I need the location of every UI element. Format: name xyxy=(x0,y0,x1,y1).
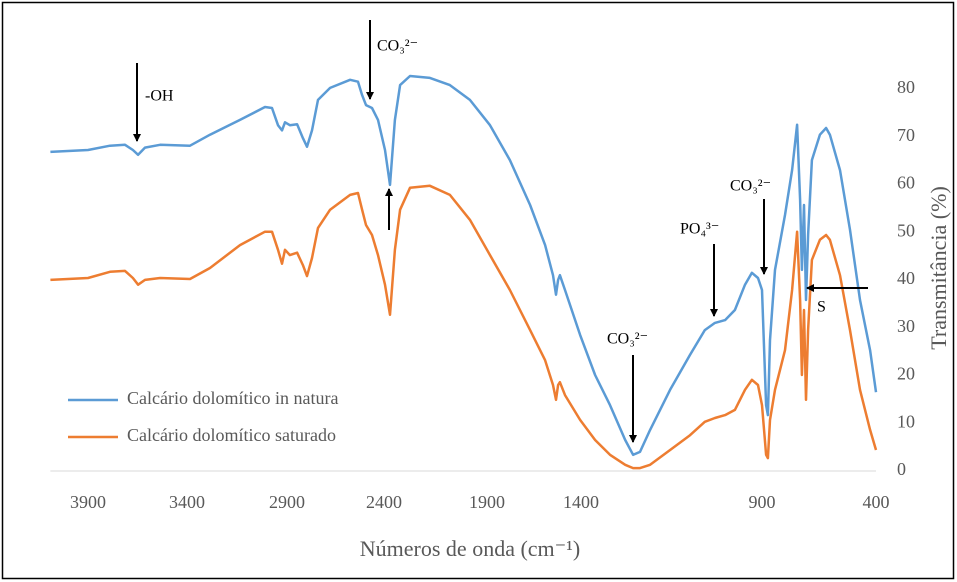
annotation: CO₃²⁻ xyxy=(607,331,648,348)
y-tick-label: 60 xyxy=(897,173,915,193)
y-tick-label: 40 xyxy=(897,268,915,288)
x-tick-label: 1900 xyxy=(469,492,505,512)
series-line xyxy=(50,74,878,457)
y-axis-label: Transmitância (%) xyxy=(926,186,951,350)
x-tick-label: 1400 xyxy=(563,492,599,512)
y-tick-label: 0 xyxy=(897,459,906,479)
y-tick-label: 80 xyxy=(897,77,915,97)
x-tick-label: 3400 xyxy=(169,492,205,512)
annotations: -OH CO₃²⁻ CO₃²⁻ PO₄³⁻ CO₃²⁻ S xyxy=(133,20,868,443)
legend-label: Calcário dolomítico saturado xyxy=(127,425,336,445)
x-tick-label: 400 xyxy=(863,492,890,512)
y-tick-label: 30 xyxy=(897,316,915,336)
annotation: CO₃²⁻ xyxy=(377,38,418,55)
annotation: -OH xyxy=(145,88,174,105)
y-tick-label: 10 xyxy=(897,411,915,431)
x-tick-label: 2900 xyxy=(269,492,305,512)
x-tick-label: 2400 xyxy=(366,492,402,512)
annotation: CO₃²⁻ xyxy=(730,178,771,195)
y-tick-label: 50 xyxy=(897,220,915,240)
series-line xyxy=(50,184,878,470)
x-tick-label: 900 xyxy=(749,492,776,512)
annotation: S xyxy=(817,299,826,316)
annotation: PO₄³⁻ xyxy=(680,221,719,238)
x-axis-label: Números de onda (cm⁻¹) xyxy=(360,536,580,561)
y-tick-label: 20 xyxy=(897,364,915,384)
legend-label: Calcário dolomítico in natura xyxy=(127,388,338,408)
y-tick-label: 70 xyxy=(897,125,915,145)
x-tick-label: 3900 xyxy=(70,492,106,512)
